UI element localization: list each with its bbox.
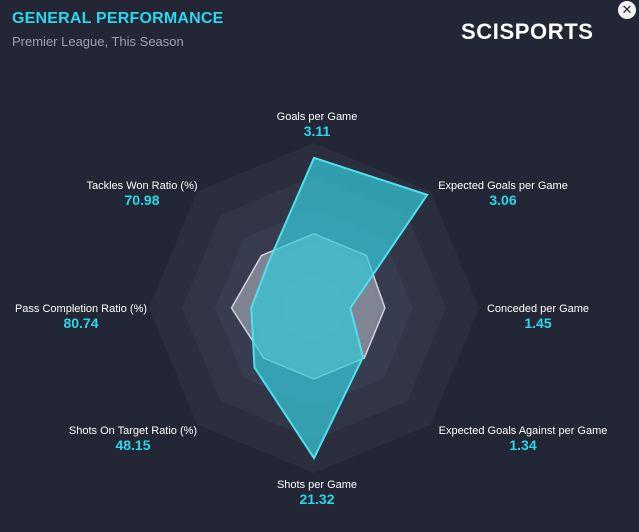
axis-label: Pass Completion Ratio (%) (15, 303, 147, 315)
axis-label: Goals per Game (277, 111, 358, 123)
page-title: GENERAL PERFORMANCE (12, 10, 224, 27)
axis-label: Conceded per Game (487, 303, 589, 315)
axis-value: 70.98 (124, 192, 159, 208)
brand-logo: SCISPORTS (461, 19, 594, 44)
axis-value: 80.74 (63, 315, 98, 331)
axis-value: 21.32 (299, 491, 334, 507)
axis-label: Expected Goals Against per Game (439, 425, 608, 437)
axis-value: 1.34 (509, 437, 536, 453)
page-subtitle: Premier League, This Season (12, 34, 184, 49)
axis-label: Shots On Target Ratio (%) (69, 425, 197, 437)
axis-label: Shots per Game (277, 479, 357, 491)
axis-value: 3.06 (489, 192, 516, 208)
close-icon[interactable]: ✕ (618, 1, 636, 19)
axis-value: 1.45 (524, 315, 551, 331)
axis-value: 48.15 (115, 437, 150, 453)
team-performance-area (250, 156, 429, 461)
axis-value: 3.11 (304, 123, 331, 139)
axis-label: Expected Goals per Game (438, 180, 568, 192)
axis-label: Tackles Won Ratio (%) (86, 180, 197, 192)
